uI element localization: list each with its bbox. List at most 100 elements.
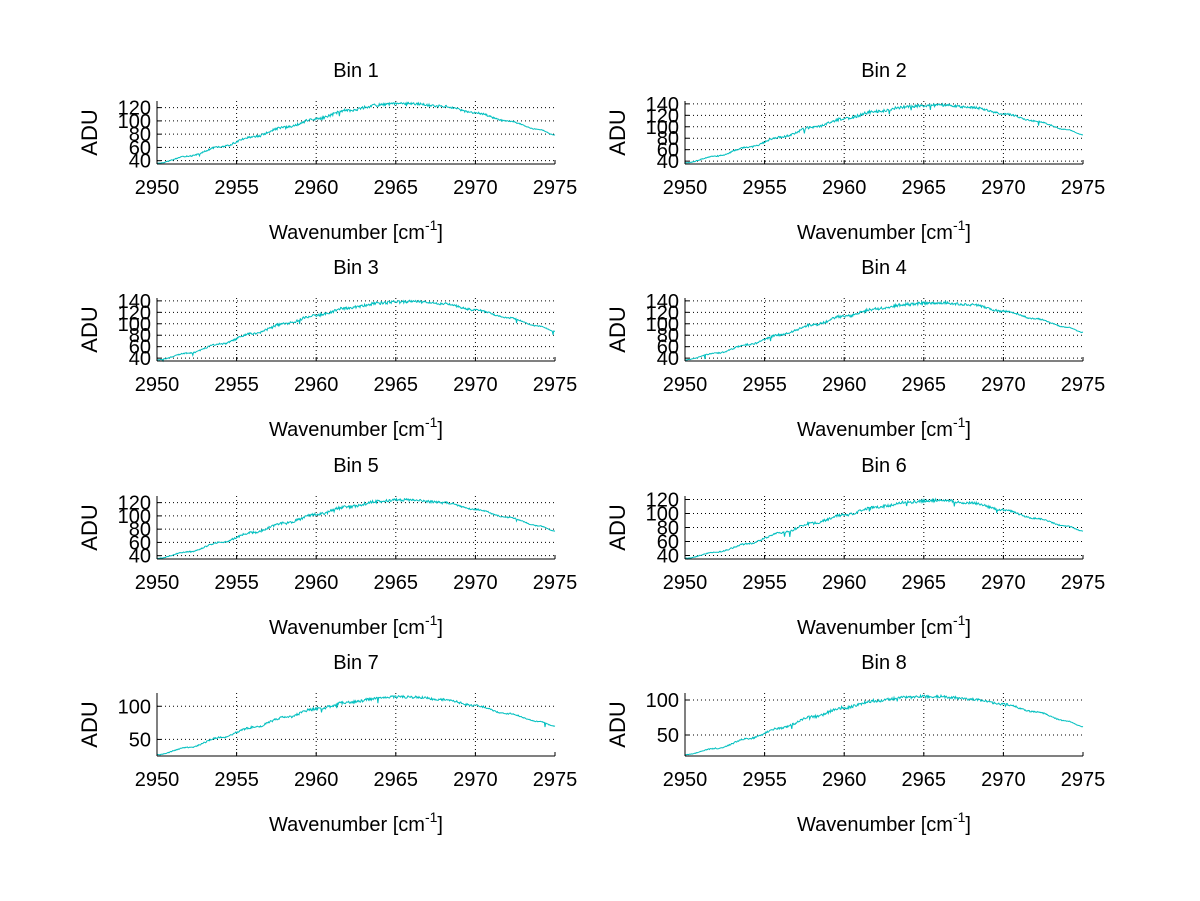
y-tick-label: 100 <box>646 314 679 336</box>
x-tick-label: 2960 <box>294 769 339 791</box>
series-line <box>685 299 1084 361</box>
x-tick-label: 2950 <box>663 374 708 396</box>
y-tick-label: 40 <box>657 151 679 173</box>
y-axis-label: ADU <box>605 109 630 155</box>
y-tick-label: 40 <box>129 546 151 568</box>
subplot-title: Bin 3 <box>333 257 379 279</box>
x-tick-label: 2965 <box>374 572 419 594</box>
y-tick-label: 50 <box>129 729 151 751</box>
x-axis-label: Wavenumber [cm-1] <box>797 612 971 639</box>
x-axis-label: Wavenumber [cm-1] <box>269 612 443 639</box>
x-tick-label: 2970 <box>453 769 498 791</box>
y-tick-label: 40 <box>129 151 151 173</box>
y-axis-label: ADU <box>77 306 102 352</box>
x-tick-label: 2950 <box>135 177 180 199</box>
y-tick-label: 120 <box>646 490 679 512</box>
x-tick-label: 2970 <box>453 177 498 199</box>
y-tick-label: 60 <box>657 140 679 162</box>
subplot-title: Bin 5 <box>333 455 379 477</box>
y-tick-label: 100 <box>118 696 151 718</box>
series-line <box>156 694 556 756</box>
y-axis-label: ADU <box>605 306 630 352</box>
subplot-7: 2950 2955 2960 2965 2970 2975 50 100 Bin 7 Wavenu… <box>77 652 577 836</box>
y-tick-label: 50 <box>657 725 679 747</box>
x-tick-label: 2950 <box>135 572 180 594</box>
x-tick-label: 2970 <box>981 374 1026 396</box>
y-axis-label: ADU <box>77 504 102 550</box>
x-tick-label: 2965 <box>374 374 419 396</box>
y-tick-label: 140 <box>118 291 151 313</box>
x-tick-label: 2970 <box>453 374 498 396</box>
y-axis-label: ADU <box>77 701 102 747</box>
x-tick-label: 2950 <box>663 177 708 199</box>
y-tick-label: 100 <box>118 111 151 133</box>
subplot-title: Bin 7 <box>333 652 379 674</box>
x-tick-label: 2975 <box>533 374 578 396</box>
x-tick-label: 2955 <box>214 572 259 594</box>
x-tick-label: 2975 <box>533 769 578 791</box>
subplot-title: Bin 2 <box>861 60 907 82</box>
y-tick-label: 60 <box>129 337 151 359</box>
series-line <box>684 102 1084 164</box>
y-tick-label: 100 <box>646 690 679 712</box>
x-tick-label: 2960 <box>294 177 339 199</box>
y-tick-label: 100 <box>646 504 679 526</box>
series-line <box>156 101 556 165</box>
x-tick-label: 2955 <box>742 374 787 396</box>
x-axis-label: Wavenumber [cm-1] <box>269 414 443 441</box>
x-tick-label: 2970 <box>981 177 1026 199</box>
subplot-title: Bin 8 <box>861 652 907 674</box>
x-tick-label: 2960 <box>294 374 339 396</box>
y-tick-label: 120 <box>646 302 679 324</box>
y-tick-label: 120 <box>118 493 151 515</box>
y-tick-label: 40 <box>657 546 679 568</box>
y-tick-label: 140 <box>646 291 679 313</box>
x-tick-label: 2965 <box>902 177 947 199</box>
y-tick-label: 40 <box>657 348 679 370</box>
y-tick-label: 60 <box>657 532 679 554</box>
x-tick-label: 2970 <box>453 572 498 594</box>
y-tick-label: 80 <box>129 124 151 146</box>
x-tick-label: 2975 <box>1061 769 1106 791</box>
subplot-title: Bin 1 <box>333 60 379 82</box>
series-line <box>156 299 555 363</box>
subplot-title: Bin 4 <box>861 257 907 279</box>
x-tick-label: 2955 <box>214 374 259 396</box>
x-tick-label: 2970 <box>981 572 1026 594</box>
x-tick-label: 2960 <box>294 572 339 594</box>
x-tick-label: 2975 <box>533 177 578 199</box>
x-axis-label: Wavenumber [cm-1] <box>269 809 443 836</box>
y-tick-label: 80 <box>129 325 151 347</box>
x-tick-label: 2965 <box>374 177 419 199</box>
y-tick-label: 80 <box>657 128 679 150</box>
series-line <box>684 693 1084 756</box>
x-tick-label: 2950 <box>663 769 708 791</box>
y-tick-label: 140 <box>646 94 679 116</box>
y-tick-label: 100 <box>118 506 151 528</box>
y-tick-label: 60 <box>129 532 151 554</box>
y-tick-label: 100 <box>646 117 679 139</box>
x-tick-label: 2965 <box>374 769 419 791</box>
y-axis-label: ADU <box>605 504 630 550</box>
x-axis-label: Wavenumber [cm-1] <box>797 809 971 836</box>
y-tick-label: 80 <box>129 519 151 541</box>
x-tick-label: 2955 <box>214 769 259 791</box>
x-tick-label: 2965 <box>902 572 947 594</box>
x-tick-label: 2975 <box>533 572 578 594</box>
y-tick-label: 40 <box>129 348 151 370</box>
x-tick-label: 2955 <box>214 177 259 199</box>
x-tick-label: 2965 <box>902 374 947 396</box>
y-tick-label: 80 <box>657 518 679 540</box>
x-tick-label: 2965 <box>902 769 947 791</box>
x-tick-label: 2950 <box>135 769 180 791</box>
x-tick-label: 2975 <box>1061 374 1106 396</box>
y-axis-label: ADU <box>605 701 630 747</box>
y-tick-label: 120 <box>118 98 151 120</box>
x-tick-label: 2960 <box>822 177 867 199</box>
